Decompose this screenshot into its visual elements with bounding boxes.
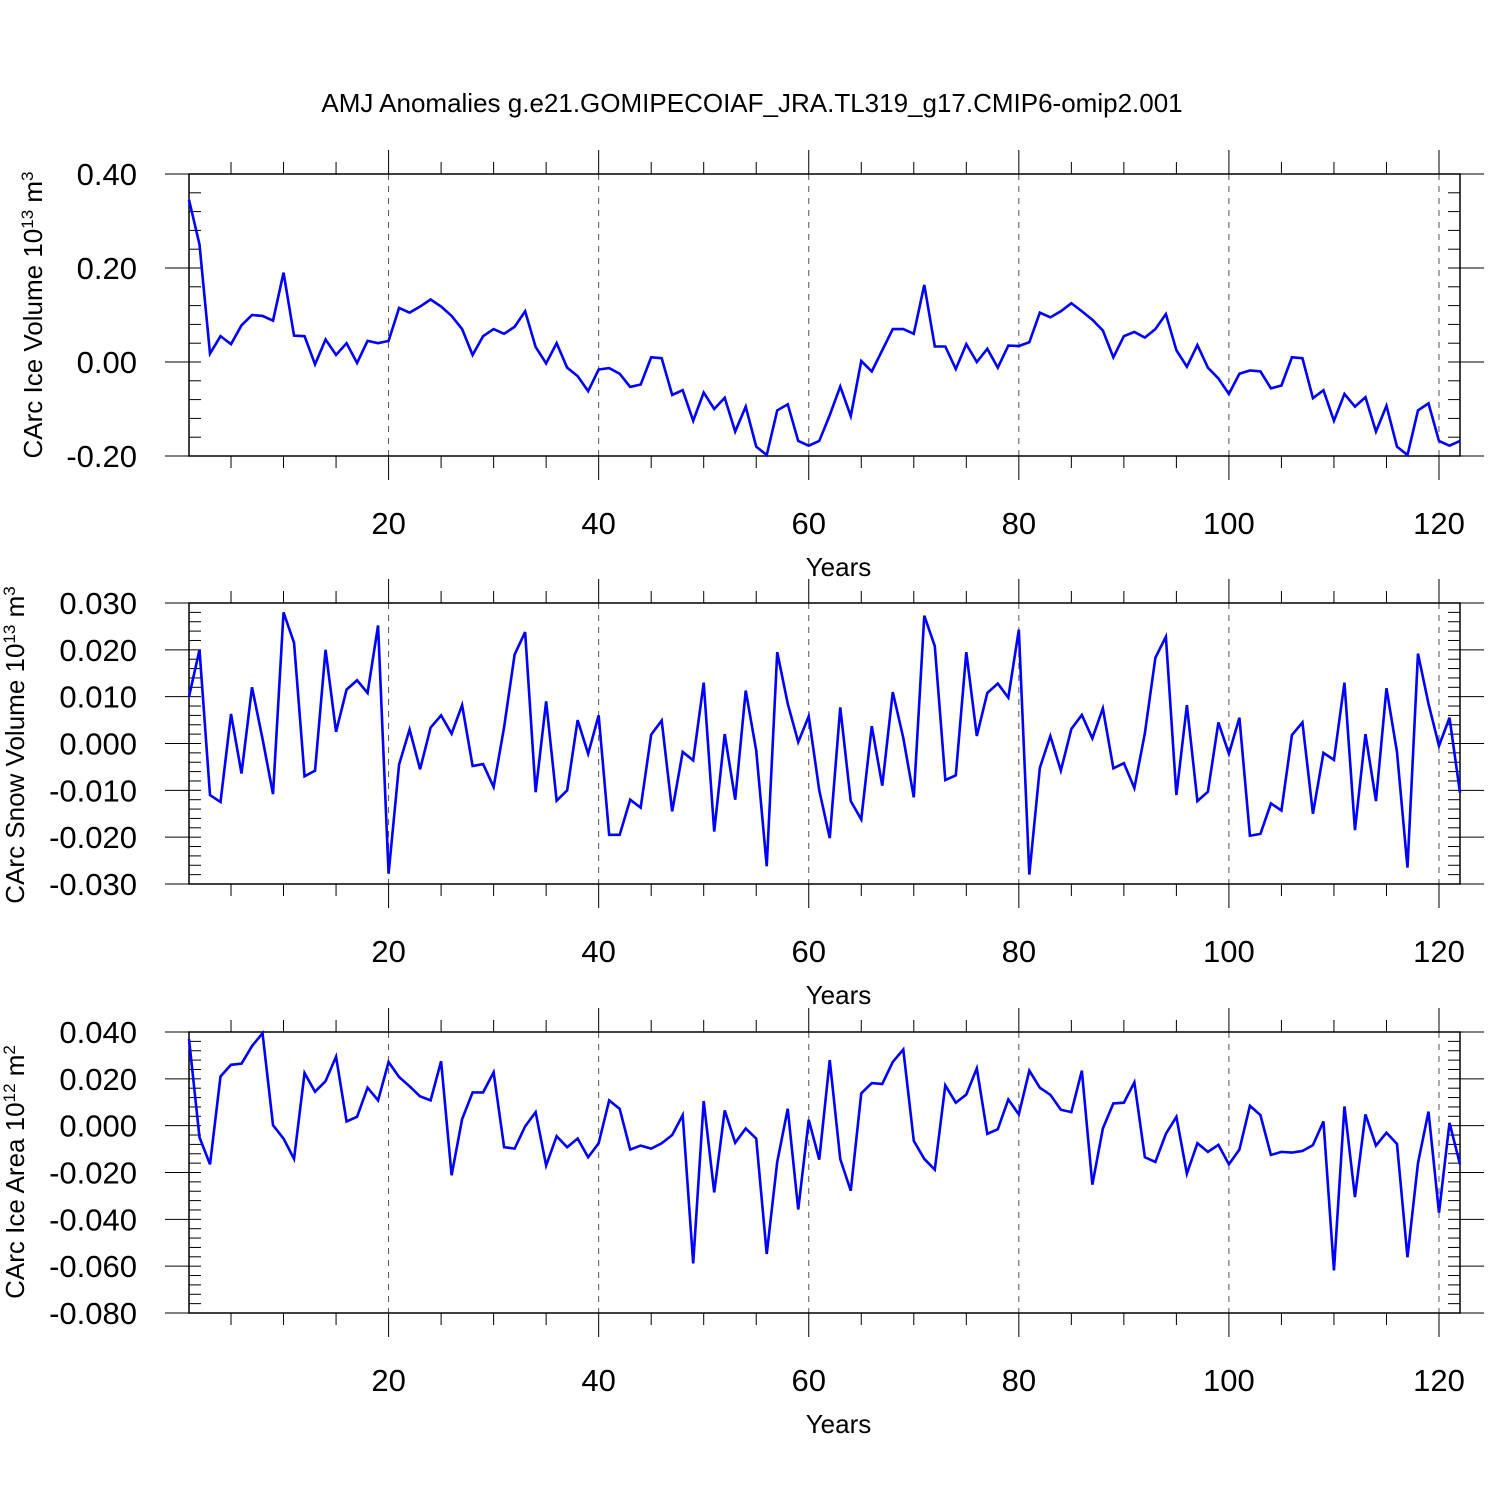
x-axis-label: Years: [806, 1409, 872, 1439]
y-tick-label: -0.040: [49, 1202, 137, 1237]
y-tick-label: -0.020: [49, 820, 137, 855]
x-tick-label: 80: [1002, 934, 1036, 969]
y-tick-label: 0.000: [59, 727, 137, 762]
x-tick-label: 80: [1002, 506, 1036, 541]
y-tick-label: -0.020: [49, 1156, 137, 1191]
panel-3: 20 40 60 80 100 120 Years -0.080 -0.060 -0.040 -0.…: [0, 1008, 1484, 1439]
panels-group: 20 40 60 80 100 120 Years -0.20 0.00 0.20 0.40 CArc…: [0, 150, 1484, 1439]
x-tick-label: 120: [1413, 1363, 1465, 1398]
x-tick-label: 20: [371, 1363, 405, 1398]
panel-2: 20 40 60 80 100 120 Years -0.030 -0.020 -0.010 0.0…: [0, 579, 1484, 1010]
y-tick-label: 0.020: [59, 633, 137, 668]
x-tick-label: 100: [1203, 506, 1255, 541]
x-tick-label: 120: [1413, 934, 1465, 969]
series-line: [187, 199, 1461, 458]
x-tick-label: 60: [792, 934, 826, 969]
y-tick-label: -0.010: [49, 773, 137, 808]
y-axis-label: CArc Ice Volume 1013 m3: [18, 171, 49, 458]
x-tick-label: 40: [581, 506, 615, 541]
x-axis-label: Years: [806, 552, 872, 582]
y-label-exponent: 12: [0, 1083, 19, 1102]
y-tick-label: -0.080: [49, 1296, 137, 1331]
y-tick-label: 0.00: [77, 345, 137, 380]
panel-1: 20 40 60 80 100 120 Years -0.20 0.00 0.20 0.40 CArc…: [18, 150, 1484, 582]
series-line: [187, 1029, 1462, 1271]
x-tick-label: 60: [792, 1363, 826, 1398]
x-axis-label: Years: [806, 980, 872, 1010]
x-tick-label: 120: [1413, 506, 1465, 541]
y-label-exponent: 13: [18, 210, 37, 229]
plot-frame: [188, 1031, 1461, 1314]
plot-frame: [188, 173, 1461, 457]
y-tick-label: 0.000: [59, 1109, 137, 1144]
y-label-main: CArc Ice Volume 10: [18, 229, 48, 459]
y-tick-label: 0.020: [59, 1062, 137, 1097]
y-label-main: CArc Ice Area 10: [0, 1102, 30, 1299]
y-label-main: CArc Snow Volume 10: [0, 644, 30, 904]
y-label-exponent: 13: [0, 625, 19, 644]
y-label-unit: m: [0, 596, 30, 625]
y-label-unit-exponent: 3: [0, 586, 19, 595]
y-axis-label: CArc Ice Area 1012 m2: [0, 1045, 30, 1299]
y-label-unit: m: [0, 1055, 30, 1084]
y-tick-label: 0.40: [77, 157, 137, 192]
y-tick-label: 0.20: [77, 251, 137, 286]
y-tick-label: 0.010: [59, 680, 137, 715]
y-label-unit-exponent: 2: [0, 1045, 19, 1054]
y-label-unit: m: [18, 181, 48, 210]
y-tick-label: -0.030: [49, 867, 137, 902]
y-label-unit-exponent: 3: [18, 171, 37, 180]
y-tick-label: 0.040: [59, 1015, 137, 1050]
y-tick-label: 0.030: [59, 586, 137, 621]
x-tick-label: 100: [1203, 934, 1255, 969]
x-tick-label: 20: [371, 934, 405, 969]
y-tick-label: -0.060: [49, 1249, 137, 1284]
x-tick-label: 40: [581, 1363, 615, 1398]
x-tick-label: 60: [792, 506, 826, 541]
series-line: [187, 611, 1462, 875]
x-tick-label: 40: [581, 934, 615, 969]
y-tick-label: -0.20: [66, 439, 137, 474]
x-tick-label: 100: [1203, 1363, 1255, 1398]
x-tick-label: 20: [371, 506, 405, 541]
y-axis-label: CArc Snow Volume 1013 m3: [0, 586, 30, 903]
chart-title: AMJ Anomalies g.e21.GOMIPECOIAF_JRA.TL31…: [321, 88, 1182, 118]
x-tick-label: 80: [1002, 1363, 1036, 1398]
